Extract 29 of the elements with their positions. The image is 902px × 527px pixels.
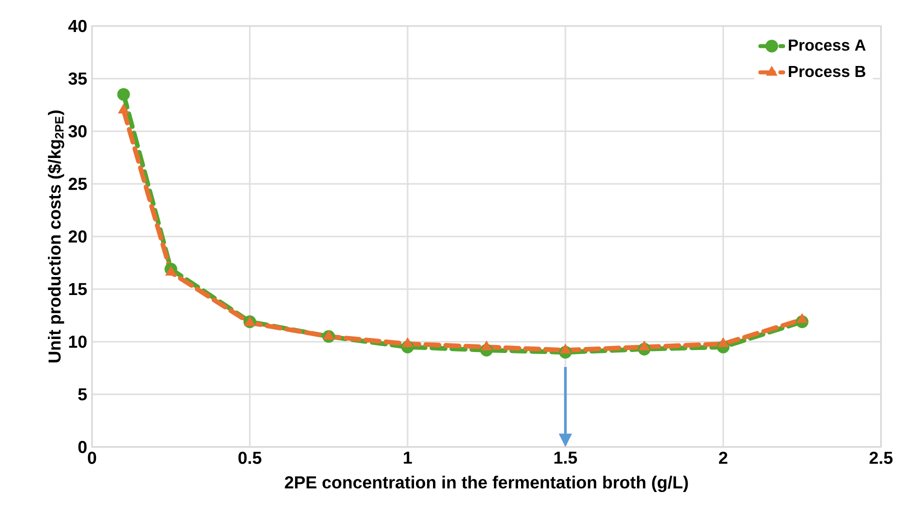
- x-tick-label: 2.5: [870, 452, 893, 464]
- legend-label: Process B: [788, 66, 866, 78]
- x-tick-label: 0: [88, 452, 96, 464]
- x-tick-label: 1.5: [554, 452, 577, 464]
- point: [117, 88, 130, 101]
- x-tick-label: 1: [404, 452, 412, 464]
- y-tick-label: 5: [78, 388, 87, 400]
- point: [323, 330, 334, 340]
- point: [165, 266, 176, 276]
- point: [560, 344, 571, 354]
- point: [118, 104, 130, 114]
- x-axis-title: 2PE concentration in the fermentation broth (g/L): [284, 476, 688, 492]
- point: [718, 338, 729, 348]
- point: [796, 313, 808, 323]
- y-tick-label: 20: [68, 230, 87, 243]
- y-tick-label: 15: [69, 283, 87, 296]
- x-tick-label: 2: [718, 452, 728, 464]
- y-tick-label: 25: [68, 178, 87, 190]
- legend-label: Process A: [788, 40, 866, 51]
- y-tick-label: 30: [68, 125, 87, 138]
- y-tick-label: 40: [68, 20, 87, 32]
- y-tick-label: 10: [69, 336, 87, 348]
- x-tick-label: 0.5: [238, 452, 262, 464]
- y-axis-title: Unit production costs ($/kg$_{2PE}$): [48, 110, 64, 362]
- y-tick-label: 0: [78, 440, 87, 454]
- point: [638, 340, 650, 350]
- point: [402, 338, 414, 348]
- y-tick-label: 35: [68, 72, 87, 85]
- point: [480, 340, 492, 350]
